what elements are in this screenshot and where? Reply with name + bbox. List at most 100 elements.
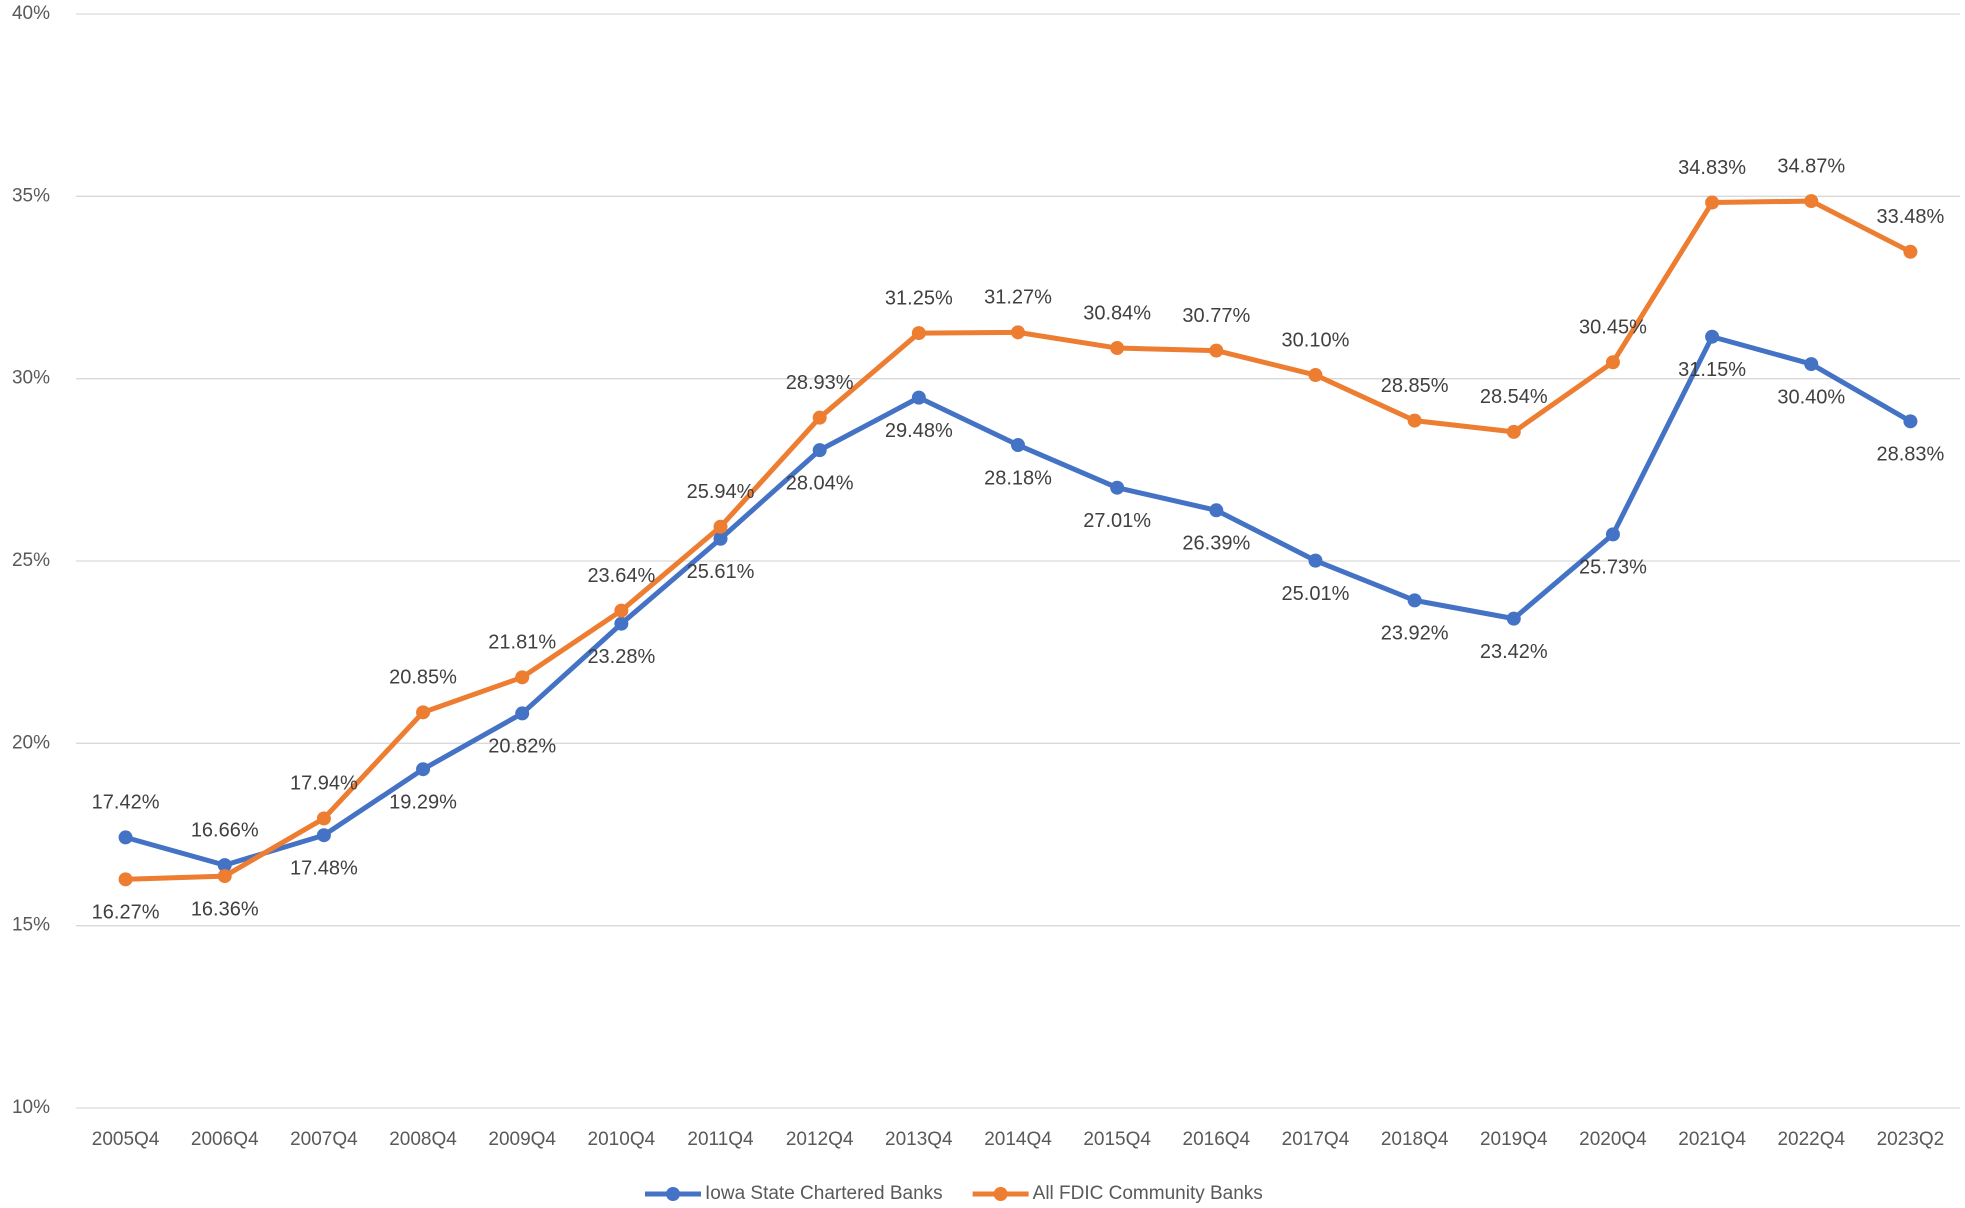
data-label: 23.64% bbox=[587, 565, 655, 587]
marker bbox=[911, 390, 926, 405]
data-label: 27.01% bbox=[1083, 510, 1151, 532]
marker bbox=[1209, 343, 1224, 358]
data-label: 31.25% bbox=[885, 287, 953, 309]
data-label: 31.27% bbox=[984, 287, 1052, 309]
x-tick-label: 2009Q4 bbox=[488, 1129, 556, 1150]
y-tick-label: 15% bbox=[12, 915, 50, 936]
x-tick-label: 2020Q4 bbox=[1579, 1129, 1647, 1150]
x-tick-label: 2019Q4 bbox=[1480, 1129, 1548, 1150]
data-label: 34.83% bbox=[1678, 157, 1746, 179]
y-tick-label: 20% bbox=[12, 732, 50, 753]
marker bbox=[1308, 368, 1323, 383]
y-tick-label: 10% bbox=[12, 1097, 50, 1118]
data-label: 26.39% bbox=[1182, 533, 1250, 555]
data-label: 25.94% bbox=[687, 481, 755, 503]
y-tick-label: 40% bbox=[12, 3, 50, 24]
marker bbox=[1407, 593, 1422, 608]
x-tick-label: 2015Q4 bbox=[1083, 1129, 1151, 1150]
x-tick-label: 2023Q2 bbox=[1877, 1129, 1945, 1150]
data-label: 29.48% bbox=[885, 420, 953, 442]
data-label: 17.42% bbox=[92, 792, 160, 814]
data-label: 30.84% bbox=[1083, 302, 1151, 324]
marker bbox=[812, 443, 827, 458]
marker bbox=[515, 670, 530, 685]
data-label: 19.29% bbox=[389, 792, 457, 814]
marker bbox=[217, 858, 232, 873]
marker bbox=[1110, 480, 1125, 495]
x-tick-label: 2016Q4 bbox=[1183, 1129, 1251, 1150]
x-tick-label: 2011Q4 bbox=[687, 1129, 754, 1150]
x-tick-label: 2012Q4 bbox=[786, 1129, 854, 1150]
data-label: 16.27% bbox=[92, 902, 160, 924]
data-label: 28.18% bbox=[984, 467, 1052, 489]
data-label: 28.85% bbox=[1381, 375, 1449, 397]
series-line bbox=[124, 334, 1912, 868]
y-tick-label: 35% bbox=[12, 185, 50, 206]
marker bbox=[1804, 357, 1819, 372]
marker bbox=[217, 869, 232, 884]
marker bbox=[1407, 413, 1422, 428]
data-label: 23.28% bbox=[587, 646, 655, 668]
data-label: 34.87% bbox=[1777, 155, 1845, 177]
data-label: 30.45% bbox=[1579, 317, 1647, 339]
data-label: 30.10% bbox=[1282, 329, 1350, 351]
data-label: 17.94% bbox=[290, 773, 358, 795]
marker bbox=[1903, 414, 1918, 429]
data-label: 30.77% bbox=[1182, 305, 1250, 327]
x-tick-label: 2007Q4 bbox=[290, 1129, 358, 1150]
data-label: 20.85% bbox=[389, 667, 457, 689]
marker bbox=[1506, 611, 1521, 626]
data-label: 28.54% bbox=[1480, 386, 1548, 408]
legend-label: Iowa State Chartered Banks bbox=[705, 1183, 943, 1204]
legend-marker bbox=[993, 1187, 1008, 1201]
data-label: 20.82% bbox=[488, 736, 556, 758]
marker bbox=[515, 706, 530, 721]
data-label: 28.93% bbox=[786, 372, 854, 394]
marker bbox=[1110, 341, 1125, 356]
marker bbox=[1903, 244, 1918, 259]
x-tick-label: 2006Q4 bbox=[191, 1129, 259, 1150]
x-tick-label: 2022Q4 bbox=[1777, 1129, 1845, 1150]
data-label: 28.04% bbox=[786, 472, 854, 494]
marker bbox=[316, 828, 331, 843]
marker bbox=[1308, 553, 1323, 568]
data-label: 16.36% bbox=[191, 898, 259, 920]
marker bbox=[416, 762, 431, 777]
x-tick-label: 2008Q4 bbox=[389, 1129, 457, 1150]
legend-label: All FDIC Community Banks bbox=[1033, 1183, 1263, 1204]
data-label: 23.92% bbox=[1381, 623, 1449, 645]
y-tick-label: 25% bbox=[12, 550, 50, 571]
data-label: 30.40% bbox=[1777, 386, 1845, 408]
marker bbox=[1011, 325, 1025, 340]
x-tick-label: 2014Q4 bbox=[984, 1129, 1052, 1150]
data-label: 16.66% bbox=[191, 819, 259, 841]
marker bbox=[614, 616, 629, 631]
x-tick-label: 2005Q4 bbox=[92, 1129, 160, 1150]
marker bbox=[316, 811, 331, 826]
data-label: 25.61% bbox=[687, 561, 755, 583]
data-label: 17.48% bbox=[290, 858, 358, 880]
marker bbox=[812, 410, 827, 425]
marker bbox=[1605, 527, 1620, 542]
marker bbox=[416, 705, 431, 720]
legend-marker bbox=[666, 1187, 680, 1201]
marker bbox=[1705, 195, 1720, 210]
marker bbox=[1506, 424, 1521, 439]
data-label: 21.81% bbox=[488, 632, 556, 654]
data-label: 23.42% bbox=[1480, 641, 1548, 663]
marker bbox=[911, 326, 926, 341]
x-tick-label: 2017Q4 bbox=[1282, 1129, 1350, 1150]
data-label: 31.15% bbox=[1678, 359, 1746, 381]
marker bbox=[1804, 194, 1819, 209]
x-tick-label: 2013Q4 bbox=[885, 1129, 953, 1150]
x-tick-label: 2010Q4 bbox=[588, 1129, 656, 1150]
x-tick-label: 2018Q4 bbox=[1381, 1129, 1449, 1150]
marker bbox=[713, 531, 728, 546]
data-label: 33.48% bbox=[1876, 206, 1944, 228]
marker bbox=[713, 519, 728, 534]
data-label: 25.01% bbox=[1282, 583, 1350, 605]
marker bbox=[1011, 438, 1025, 453]
x-tick-label: 2021Q4 bbox=[1678, 1129, 1746, 1150]
marker bbox=[614, 603, 629, 618]
